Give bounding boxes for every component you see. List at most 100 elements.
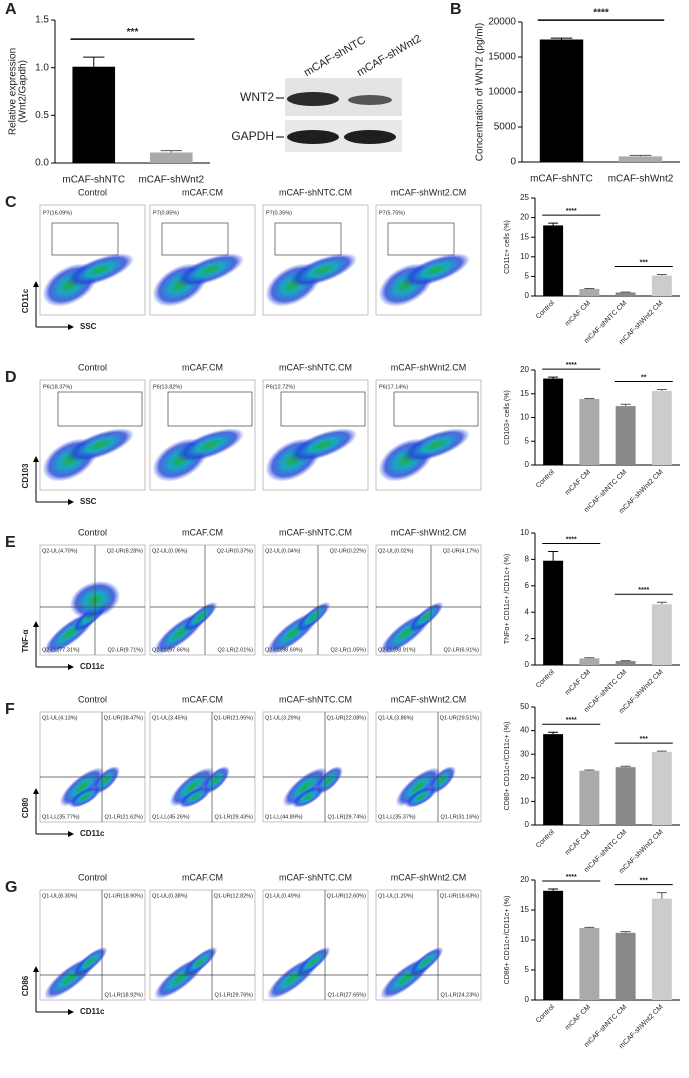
- gate-label: P7(0.35%): [266, 210, 292, 216]
- flow-title: Control: [78, 872, 107, 882]
- quadrant-label: Q2-UR(0.22%): [330, 548, 367, 554]
- bar: [651, 751, 672, 825]
- y-tick-label: 0: [525, 291, 530, 300]
- y-axis-label: CD11c+ cells (%): [504, 220, 511, 274]
- arrow-head: [68, 664, 74, 670]
- error-bar: [656, 892, 667, 899]
- y-axis-label: TNFα+ CD11c+ /CD11c+ (%): [504, 554, 511, 644]
- bar: [543, 734, 564, 825]
- quadrant-label: Q1-UR(29.51%): [440, 715, 480, 721]
- y-tick-label: 40: [520, 726, 529, 735]
- panel-letter: E: [5, 534, 16, 551]
- y-tick-label: 0: [525, 995, 530, 1004]
- significance-label: ***: [640, 259, 648, 266]
- x-tick-label: mCAF CM: [564, 1004, 592, 1032]
- cell-cloud: [175, 253, 245, 287]
- quadrant-label: Q2-UR(4.17%): [443, 548, 480, 554]
- flow-plot-frame: [149, 711, 256, 823]
- bar: [615, 932, 636, 1000]
- quadrant-label: Q2-UR(0.37%): [217, 548, 254, 554]
- y-axis-label: (Wnt2/Gapdh): [18, 60, 29, 123]
- flow-x-label: SSC: [80, 322, 97, 331]
- error-bar: [656, 601, 667, 605]
- arrow-head: [33, 281, 39, 287]
- quadrant-label: Q1-UL(3.86%): [378, 715, 414, 721]
- flow-x-label: CD11c: [80, 662, 105, 671]
- y-tick-label: 1.0: [35, 62, 49, 73]
- error-bar: [656, 273, 667, 276]
- bar: [615, 767, 636, 825]
- cell-cloud: [72, 946, 108, 978]
- y-tick-label: 5: [525, 272, 530, 281]
- flow-title: mCAF-shNTC.CM: [279, 362, 352, 372]
- cell-cloud: [295, 601, 331, 633]
- quadrant-label: Q1-LR(31.16%): [440, 814, 479, 820]
- flow-y-label: CD103: [21, 463, 30, 488]
- y-tick-label: 8: [525, 555, 530, 564]
- flow-title: mCAF-shWnt2.CM: [391, 187, 467, 197]
- x-tick-label: Control: [535, 1003, 556, 1024]
- significance-label: **: [641, 374, 647, 381]
- y-tick-label: 15: [520, 389, 529, 398]
- flow-y-label: CD86: [21, 975, 30, 996]
- y-tick-label: 0.0: [35, 158, 49, 169]
- band-label: GAPDH: [231, 129, 274, 143]
- error-bar: [83, 56, 105, 67]
- error-bar: [160, 150, 182, 153]
- quadrant-label: Q1-LR(18.92%): [104, 992, 143, 998]
- quadrant-label: Q1-UR(18.63%): [440, 893, 480, 899]
- quadrant-label: Q1-UL(8.30%): [42, 893, 78, 899]
- x-tick-label: mCAF-shWnt2: [138, 175, 204, 186]
- y-tick-label: 0: [525, 460, 530, 469]
- quadrant-label: Q1-LL(35.37%): [378, 814, 416, 820]
- cell-cloud: [182, 601, 218, 633]
- quadrant-label: Q2-UL(0.02%): [378, 548, 414, 554]
- bar: [579, 658, 600, 665]
- y-tick-label: 0: [525, 820, 530, 829]
- y-tick-label: 15: [520, 905, 529, 914]
- y-axis-label: CD86+ CD11c+/CD11c+ (%): [504, 896, 511, 985]
- flow-title: mCAF.CM: [182, 187, 223, 197]
- significance-label: ***: [640, 736, 648, 743]
- flow-x-label: CD11c: [80, 1007, 105, 1016]
- gate-label: P7(5.75%): [379, 210, 405, 216]
- cell-cloud: [292, 786, 324, 808]
- quadrant-label: Q1-UL(3.45%): [152, 715, 188, 721]
- flow-title: Control: [78, 527, 107, 537]
- significance-label: ****: [593, 8, 609, 19]
- error-bar: [550, 37, 573, 40]
- error-bar: [620, 403, 631, 407]
- error-bar: [620, 931, 631, 933]
- quadrant-label: Q1-UR(21.95%): [214, 715, 254, 721]
- quadrant-label: Q2-UL(4.70%): [42, 548, 78, 554]
- panel-letter: D: [5, 369, 17, 386]
- arrow-head: [33, 621, 39, 627]
- error-bar: [548, 888, 559, 891]
- cell-cloud: [288, 428, 358, 462]
- error-bar: [656, 388, 667, 391]
- arrow-head: [33, 966, 39, 972]
- flow-title: mCAF-shNTC.CM: [279, 187, 352, 197]
- bar: [543, 890, 564, 1000]
- flow-x-label: SSC: [80, 497, 97, 506]
- y-axis-label: CD103+ cells (%): [504, 390, 511, 445]
- significance-label: ****: [566, 874, 577, 881]
- bar: [651, 275, 672, 296]
- gate: [280, 391, 366, 427]
- bar: [651, 604, 672, 665]
- flow-y-label: CD80: [21, 797, 30, 818]
- quadrant-label: Q1-LL(45.26%): [152, 814, 190, 820]
- quadrant-label: Q2-UL(0.06%): [152, 548, 188, 554]
- gate: [393, 391, 479, 427]
- blot-band: [287, 92, 339, 106]
- gate: [387, 222, 455, 256]
- y-tick-label: 30: [520, 749, 529, 758]
- cell-cloud: [401, 428, 471, 462]
- gate-label: P6(13.82%): [153, 384, 182, 390]
- y-tick-label: 10: [520, 528, 529, 537]
- quadrant-label: Q1-UR(22.08%): [327, 715, 367, 721]
- flow-title: mCAF-shWnt2.CM: [391, 362, 467, 372]
- quadrant-label: Q1-LR(21.62%): [104, 814, 143, 820]
- quadrant-label: Q1-LR(29.43%): [214, 814, 253, 820]
- bar: [651, 898, 672, 1000]
